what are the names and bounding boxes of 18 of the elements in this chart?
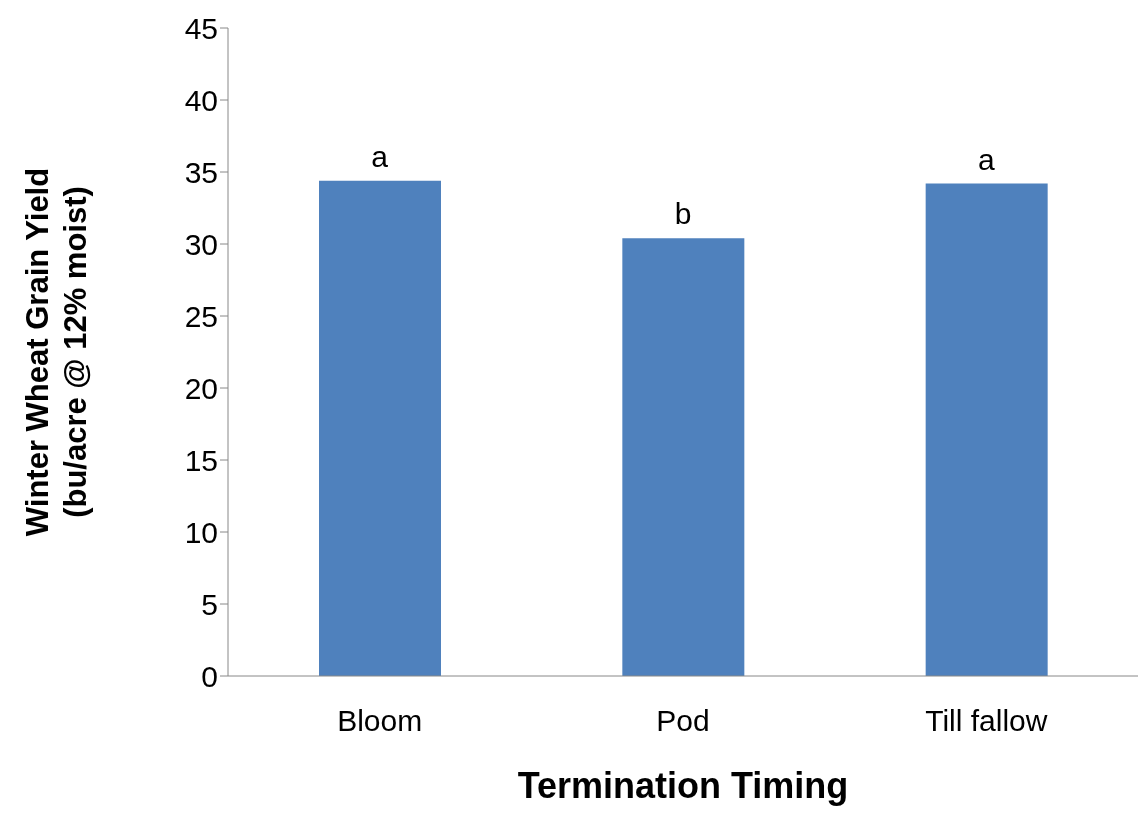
y-tick-label: 30 bbox=[184, 227, 218, 261]
y-tick-label: 35 bbox=[184, 155, 218, 189]
x-tick-label: Pod bbox=[656, 704, 710, 738]
x-tick-label: Till fallow bbox=[925, 704, 1048, 738]
y-tick-label: 0 bbox=[201, 659, 218, 693]
annotation: b bbox=[674, 197, 692, 231]
x-axis-title: Termination Timing bbox=[517, 765, 849, 806]
y-tick-label: 45 bbox=[184, 11, 218, 45]
x-tick-label: Bloom bbox=[337, 704, 423, 738]
annotation: a bbox=[371, 139, 389, 173]
y-tick-label: 10 bbox=[184, 515, 218, 549]
y-tick-label: 15 bbox=[184, 443, 218, 477]
y-axis-title: Winter Wheat Grain Yield (bu/acre @ 12% moist) bbox=[20, 167, 93, 537]
y-tick-label: 25 bbox=[184, 299, 218, 333]
y-tick-label: 40 bbox=[184, 83, 218, 117]
y-tick-label: 20 bbox=[184, 371, 218, 405]
annotation: a bbox=[977, 142, 995, 176]
y-tick-label: 5 bbox=[201, 587, 218, 621]
